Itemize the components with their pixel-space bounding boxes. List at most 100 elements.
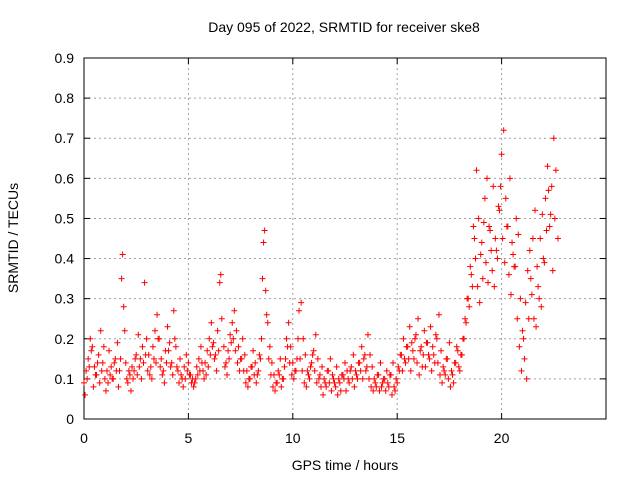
data-point	[85, 355, 92, 362]
data-point	[115, 383, 122, 390]
data-point	[324, 367, 331, 374]
data-point	[371, 375, 378, 382]
data-point	[394, 379, 401, 386]
data-point	[421, 327, 428, 334]
data-point	[495, 203, 502, 210]
data-point	[430, 351, 437, 358]
data-point	[334, 391, 341, 398]
data-point	[407, 367, 414, 374]
data-point	[451, 359, 458, 366]
data-point	[163, 359, 170, 366]
data-point	[485, 279, 492, 286]
data-point	[132, 355, 139, 362]
data-point	[372, 379, 379, 386]
data-point	[297, 355, 304, 362]
data-point	[403, 343, 410, 350]
data-point	[482, 259, 489, 266]
data-point	[89, 343, 96, 350]
data-point	[281, 363, 288, 370]
data-point	[166, 339, 173, 346]
data-point	[478, 239, 485, 246]
data-point	[418, 343, 425, 350]
data-point	[177, 355, 184, 362]
data-point	[547, 211, 554, 218]
data-point	[425, 351, 432, 358]
data-point	[88, 347, 95, 354]
data-point	[214, 327, 221, 334]
axis-ticks	[83, 57, 606, 420]
data-point	[439, 379, 446, 386]
data-point	[450, 379, 457, 386]
data-point	[188, 379, 195, 386]
data-point	[343, 387, 350, 394]
data-point	[353, 371, 360, 378]
y-tick-label: 0.7	[55, 130, 75, 146]
data-point	[125, 367, 132, 374]
data-point	[198, 359, 205, 366]
data-point	[313, 379, 320, 386]
data-point	[368, 383, 375, 390]
data-point	[326, 379, 333, 386]
data-point	[527, 275, 534, 282]
y-tick-label: 0	[66, 411, 74, 427]
data-point	[380, 375, 387, 382]
data-point	[165, 347, 172, 354]
data-point	[551, 215, 558, 222]
data-point	[146, 371, 153, 378]
data-point	[505, 271, 512, 278]
data-point	[307, 363, 314, 370]
data-point	[519, 327, 526, 334]
x-tick-label: 5	[185, 430, 193, 446]
y-tick-label: 0.9	[55, 50, 75, 66]
data-point	[155, 335, 162, 342]
data-point	[432, 331, 439, 338]
data-point	[516, 343, 523, 350]
data-point	[190, 383, 197, 390]
data-point	[541, 259, 548, 266]
x-tick-label: 20	[494, 430, 510, 446]
data-point	[487, 227, 494, 234]
data-point	[250, 347, 257, 354]
data-point	[363, 363, 370, 370]
data-point	[181, 363, 188, 370]
data-point	[232, 347, 239, 354]
data-point	[133, 351, 140, 358]
data-point	[366, 375, 373, 382]
data-point	[540, 255, 547, 262]
data-point	[268, 359, 275, 366]
data-point	[544, 163, 551, 170]
plot-frame	[83, 57, 607, 420]
data-point	[239, 335, 246, 342]
data-point	[267, 371, 274, 378]
data-point	[205, 363, 212, 370]
data-point	[252, 359, 259, 366]
data-point	[397, 351, 404, 358]
data-point	[172, 343, 179, 350]
data-point	[441, 367, 448, 374]
data-point	[358, 343, 365, 350]
data-point	[97, 327, 104, 334]
data-point	[124, 379, 131, 386]
data-point	[129, 363, 136, 370]
data-point	[161, 379, 168, 386]
data-point	[87, 335, 94, 342]
data-point	[295, 335, 302, 342]
data-point	[327, 355, 334, 362]
data-point	[417, 347, 424, 354]
data-point	[114, 339, 121, 346]
data-point	[186, 371, 193, 378]
data-point	[290, 375, 297, 382]
data-point	[253, 379, 260, 386]
data-point	[251, 371, 258, 378]
data-point	[264, 319, 271, 326]
data-point	[338, 371, 345, 378]
data-point	[122, 359, 129, 366]
data-point	[197, 343, 204, 350]
data-point	[437, 371, 444, 378]
data-point	[246, 375, 253, 382]
data-point	[242, 379, 249, 386]
data-point	[211, 355, 218, 362]
data-point	[400, 335, 407, 342]
data-point	[429, 343, 436, 350]
data-point	[385, 383, 392, 390]
